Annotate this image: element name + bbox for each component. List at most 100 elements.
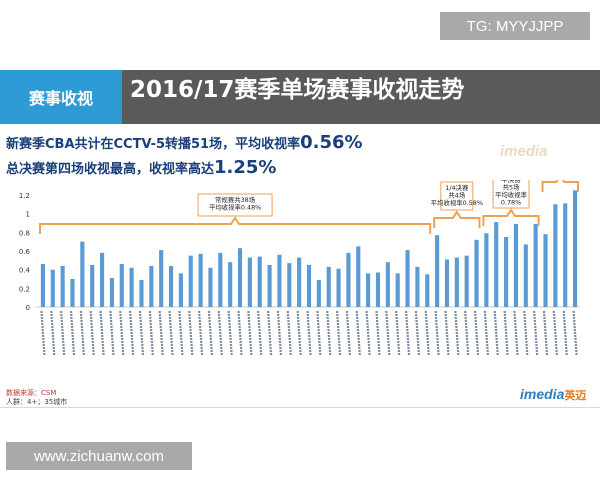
bar	[425, 274, 430, 307]
x-category-label	[266, 310, 273, 356]
x-category-label	[464, 310, 470, 356]
site-url-label: www.zichuanw.com	[6, 442, 192, 470]
y-tick-label: 0.4	[19, 267, 31, 275]
summary-line-1: 新赛季CBA共计在CCTV-5转播51场，平均收视率0.56%	[6, 132, 363, 153]
x-category-label	[99, 310, 105, 356]
bar	[60, 265, 65, 307]
footer-divider	[0, 407, 600, 408]
y-tick-label: 1.2	[19, 192, 30, 200]
x-category-label	[335, 310, 342, 356]
x-category-label	[158, 310, 164, 356]
bar	[336, 268, 341, 307]
x-category-label	[562, 310, 568, 356]
x-category-label	[454, 310, 460, 356]
bar	[287, 263, 292, 307]
bar	[435, 235, 440, 307]
bar	[356, 246, 361, 307]
x-category-label	[316, 310, 322, 356]
x-category-label	[257, 310, 263, 356]
y-tick-label: 0.8	[19, 229, 30, 237]
sample-note: 人群：4+；35城市	[6, 398, 68, 406]
y-tick-label: 0.2	[19, 285, 30, 293]
x-category-label	[178, 310, 184, 356]
summary-line-1-value: 0.56%	[300, 132, 363, 153]
x-category-label	[40, 310, 46, 356]
brand-name-cn: 英迈	[564, 390, 587, 402]
x-category-label	[247, 310, 253, 356]
x-category-label	[533, 310, 539, 356]
bar	[366, 273, 371, 307]
summary-line-2-value: 1.25%	[214, 157, 277, 178]
bar	[513, 223, 519, 307]
annotation-text: 平均收视率	[495, 190, 528, 199]
x-category-label	[119, 310, 125, 356]
annotation-text: 半决赛	[501, 180, 521, 184]
brand-logo: imedia英迈	[520, 386, 586, 403]
bar	[178, 273, 183, 307]
annotation-text: 0.78%	[501, 199, 521, 207]
bar	[346, 252, 351, 307]
y-tick-label: 0.6	[19, 248, 31, 256]
annotation-bracket	[433, 210, 481, 228]
x-category-label	[89, 310, 95, 356]
bar	[109, 278, 114, 307]
x-category-label	[414, 310, 420, 356]
annotation-box	[492, 180, 530, 209]
bar	[504, 237, 509, 307]
bar	[90, 265, 95, 307]
watermark-logo: imedia	[500, 143, 548, 160]
bar	[563, 203, 568, 307]
x-category-label	[434, 310, 440, 356]
x-category-label	[424, 310, 430, 356]
bar	[306, 265, 312, 307]
bar	[533, 223, 538, 307]
bar	[129, 267, 134, 307]
bar	[553, 204, 558, 307]
data-source: 数据来源：CSM	[6, 389, 57, 397]
bar	[40, 264, 45, 307]
x-category-label	[237, 310, 243, 356]
bar	[454, 257, 459, 307]
page-title: 2016/17赛季单场赛事收视走势	[130, 77, 465, 103]
bar	[198, 253, 203, 307]
x-category-label	[69, 310, 76, 356]
x-category-label	[326, 310, 332, 356]
bar	[80, 241, 85, 307]
bar	[188, 255, 193, 307]
bar	[405, 250, 410, 307]
tg-label: TG: MYYJJPP	[440, 12, 590, 40]
bar	[484, 233, 489, 307]
bar	[267, 265, 272, 307]
bar	[297, 257, 302, 307]
bar	[237, 248, 243, 307]
x-category-label	[365, 310, 371, 356]
bar	[257, 256, 262, 307]
x-category-label	[227, 310, 233, 356]
bar	[247, 257, 252, 307]
x-category-label	[286, 310, 292, 356]
x-category-label	[572, 310, 578, 356]
x-category-label	[483, 310, 489, 356]
x-category-label	[523, 310, 529, 356]
annotation-text: 常规赛共38场	[215, 195, 255, 204]
annotation-box	[197, 193, 273, 217]
bar	[474, 239, 479, 307]
x-category-label	[306, 310, 312, 356]
bar	[99, 252, 105, 307]
annotation-bracket	[39, 216, 432, 234]
bar-chart: 00.20.40.60.811.2 常规赛共38场平均收视率0.48%1/4决赛共…	[19, 180, 580, 356]
x-category-label	[375, 310, 381, 356]
x-category-label	[188, 310, 194, 356]
footer-notes: 数据来源：CSM 人群：4+；35城市	[6, 389, 67, 407]
bar	[218, 252, 223, 307]
x-category-label	[276, 310, 283, 356]
bar	[119, 264, 124, 307]
x-category-label	[444, 310, 450, 356]
annotation-bracket	[482, 208, 540, 226]
brand-name: imedia	[520, 386, 565, 402]
header-bar: 赛事收视 2016/17赛季单场赛事收视走势	[0, 70, 600, 124]
bar	[159, 250, 164, 307]
x-category-label	[552, 310, 558, 356]
x-category-label	[503, 310, 509, 356]
bar	[326, 266, 331, 307]
